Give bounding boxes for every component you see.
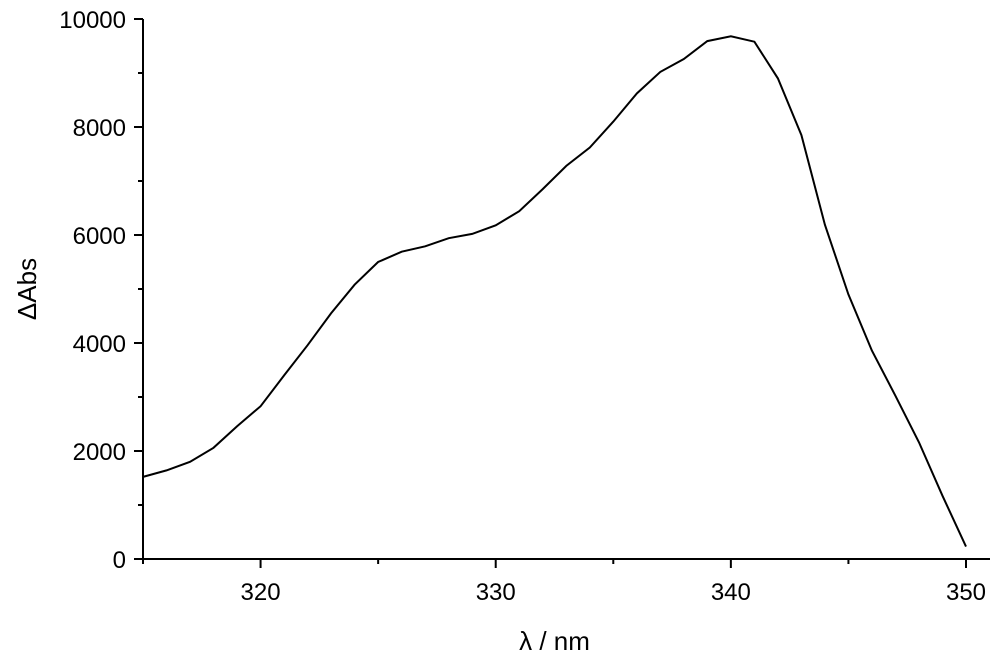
x-tick-label: 320 xyxy=(241,579,281,606)
y-tick-label: 6000 xyxy=(73,223,126,250)
y-tick-label: 4000 xyxy=(73,331,126,358)
y-tick-label: 10000 xyxy=(59,7,126,34)
y-axis-title: ΔAbs xyxy=(12,258,42,320)
x-tick-label: 350 xyxy=(946,579,986,606)
x-tick-label: 330 xyxy=(476,579,516,606)
y-tick-label: 2000 xyxy=(73,439,126,466)
y-tick-labels: 0 2000 4000 6000 8000 10000 xyxy=(59,7,126,574)
y-tick-label: 8000 xyxy=(73,115,126,142)
series-line xyxy=(142,35,967,548)
x-tick-labels: 320 330 340 350 xyxy=(241,579,986,606)
ticks-layer xyxy=(134,18,967,568)
y-tick-label: 0 xyxy=(113,547,126,574)
x-tick-label: 340 xyxy=(711,579,751,606)
x-axis-title: λ / nm xyxy=(519,626,590,656)
